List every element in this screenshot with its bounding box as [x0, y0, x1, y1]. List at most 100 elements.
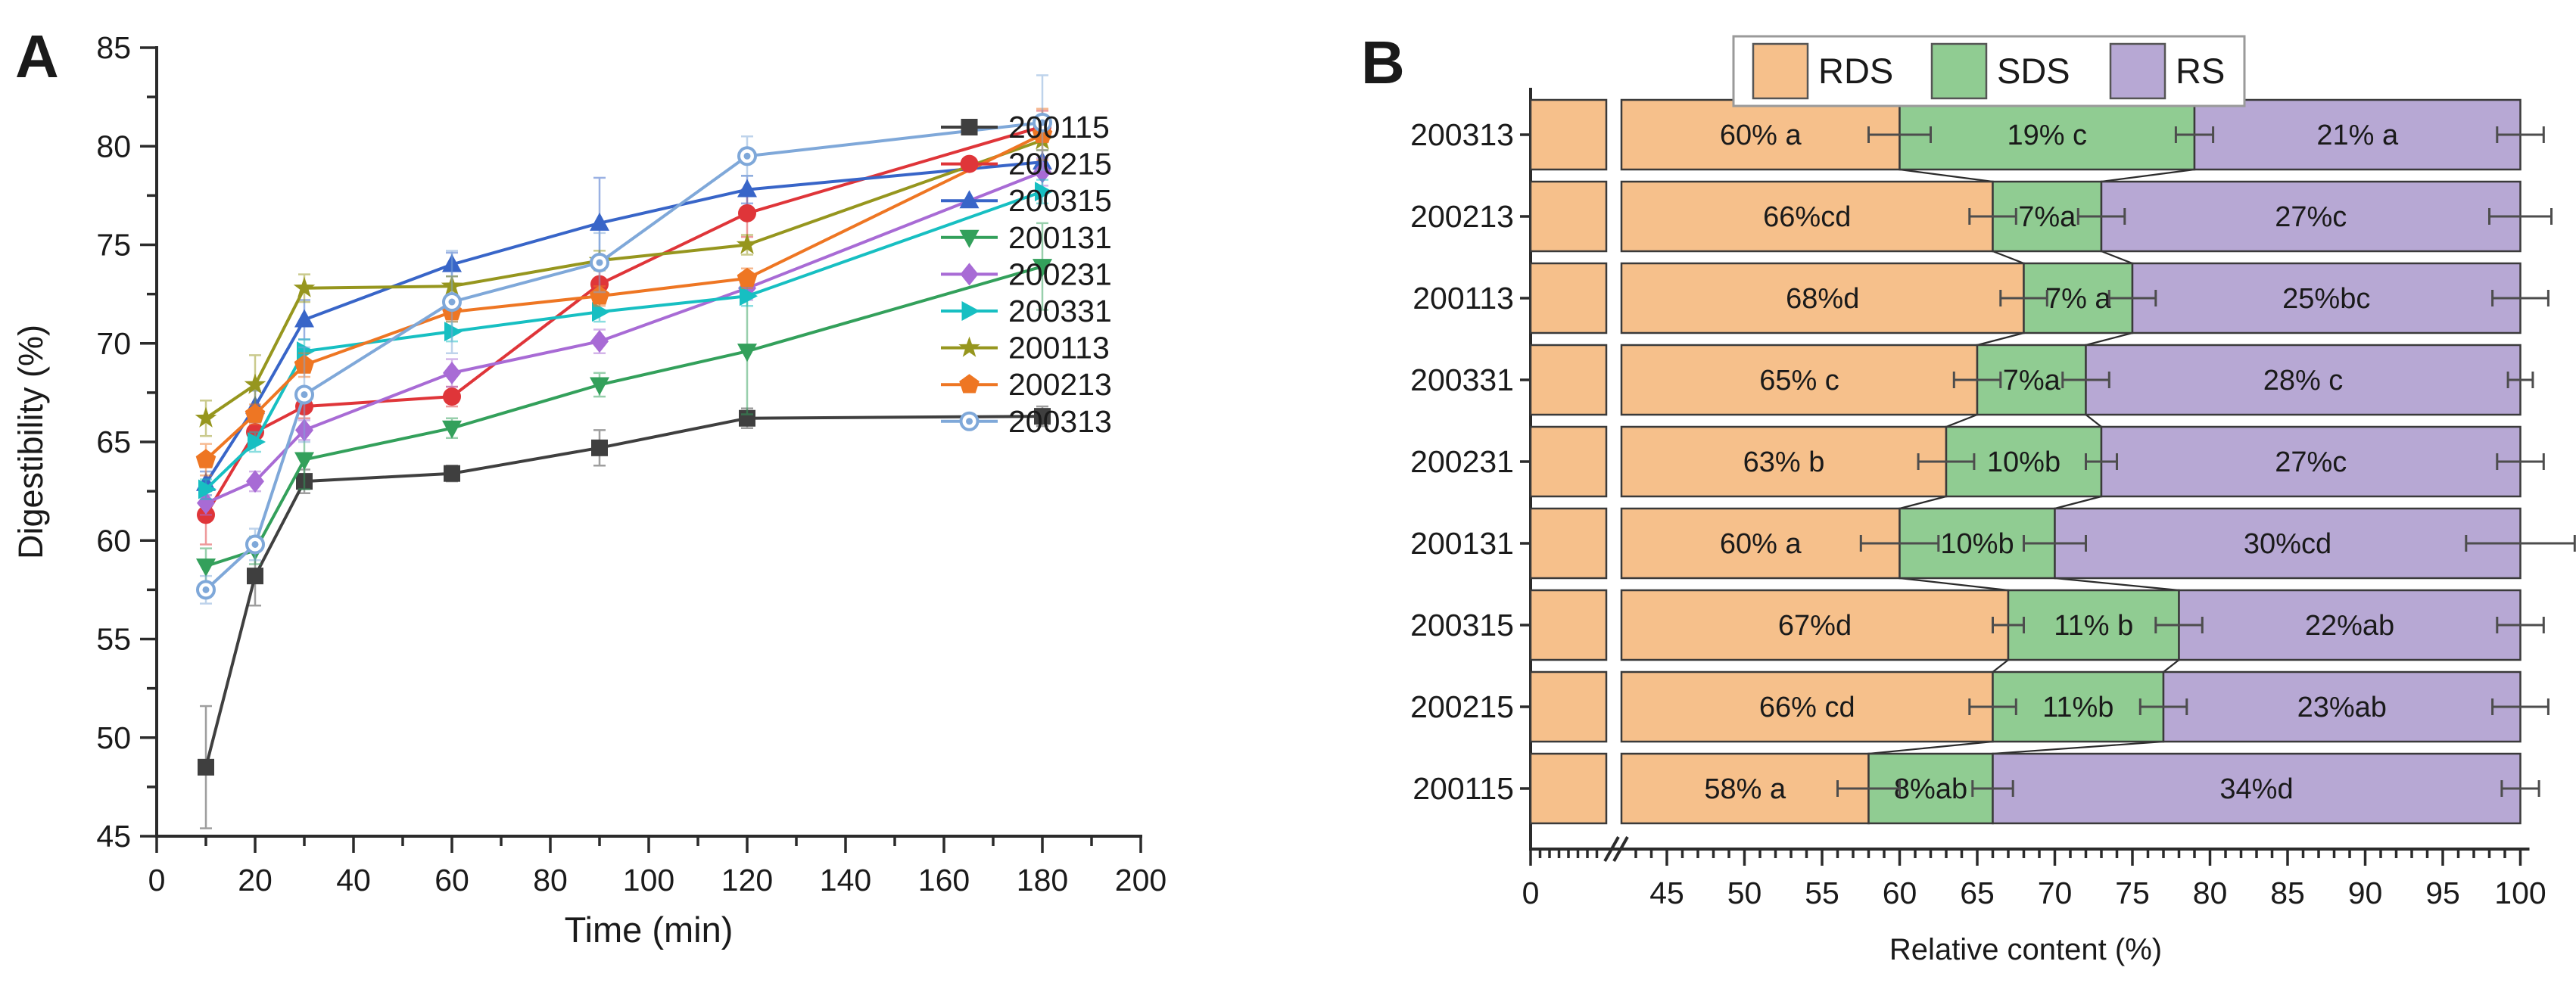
bar-error [2154, 617, 2204, 633]
marker-diamond [960, 263, 979, 286]
rds-value-label: 66%cd [1763, 201, 1851, 233]
marker-star [293, 276, 316, 297]
marker-triangle-down [442, 420, 462, 439]
sds-value-label: 11% b [2054, 610, 2133, 642]
marker-square [247, 568, 263, 585]
bar-row-200131: 200131 60% a 10%b 30%cd [1410, 507, 2576, 580]
x-tick-label: 40 [336, 863, 371, 897]
rds-value-label: 58% a [1704, 773, 1786, 805]
bar-error [2085, 453, 2118, 470]
error-bars [200, 157, 1048, 516]
bar-row-200113: 200113 68%d 7% a 25%bc [1413, 262, 2550, 334]
legend-label: 200315 [1008, 183, 1112, 218]
x-tick-label: 0 [148, 863, 166, 897]
category-label: 200215 [1410, 689, 1514, 724]
x-tick-label: 60 [435, 863, 469, 897]
rds-value-label: 67%d [1778, 610, 1852, 642]
legend-label: 200313 [1008, 404, 1112, 439]
series-200115 [198, 405, 1051, 829]
sds-value-label: 10%b [1940, 528, 2014, 560]
marker-triangle-up [294, 309, 314, 328]
flow-connector [1992, 740, 2164, 755]
series-200331 [198, 179, 1053, 500]
bar-segment-rs [2162, 670, 2521, 743]
category-label: 200315 [1410, 608, 1514, 642]
bar-segment-rds [1620, 180, 1994, 253]
rs-value-label: 27%c [2275, 201, 2347, 233]
bar-segment-rds-stub [1529, 344, 1608, 416]
rds-value-label: 68%d [1786, 283, 1859, 315]
flow-connector [1945, 413, 1978, 428]
bar-error [2496, 126, 2545, 143]
marker-center-dot [966, 418, 973, 425]
sds-value-label: 7%a [2003, 365, 2061, 397]
marker-triangle-down [590, 377, 609, 396]
bar-error [2061, 372, 2110, 388]
category-label: 200331 [1410, 362, 1514, 397]
rds-value-label: 63% b [1743, 446, 1825, 478]
y-tick-label: 70 [96, 326, 131, 361]
series-line [204, 190, 1043, 490]
legend-entry-200131: 200131 [941, 220, 1112, 255]
flow-connector [2101, 168, 2195, 183]
rds-value-label: 60% a [1720, 120, 1802, 151]
panel-a-axes: 45 50 55 60 65 70 75 80 85 0 20 40 60 80 100 120 140 160 1… [96, 30, 1167, 897]
bar-row-200313: 200313 60% a 19% c 21% a [1410, 98, 2545, 171]
marker-triangle-right [198, 479, 216, 499]
bar-error [2506, 372, 2534, 388]
marker-square [591, 439, 608, 456]
marker-star [195, 406, 217, 428]
category-label: 200231 [1410, 444, 1514, 479]
series-line [204, 415, 1043, 768]
x-tick-label: 0 [1522, 876, 1540, 910]
legend-entry-RDS: RDS [1752, 42, 1893, 100]
bar-segment-rs [1992, 752, 2521, 825]
y-tick-label: 45 [96, 819, 131, 854]
bar-segment-rs [2100, 180, 2521, 253]
legend-entry-200231: 200231 [941, 257, 1112, 291]
bar-error [1917, 453, 1976, 470]
category-label: 200131 [1410, 526, 1514, 561]
sds-value-label: 11%b [2042, 692, 2113, 723]
x-tick-label: 45 [1649, 876, 1684, 910]
panel-a: A 45 50 55 60 65 70 75 80 85 0 20 40 60 80 100 120 140 16… [11, 23, 1167, 950]
x-tick-label: 80 [533, 863, 568, 897]
error-bars [200, 405, 1048, 829]
marker-pentagon [959, 374, 980, 394]
x-tick-label: 200 [1115, 863, 1167, 897]
series-line [204, 160, 1043, 484]
rs-value-label: 22%ab [2305, 610, 2394, 642]
rs-value-label: 25%bc [2282, 283, 2370, 315]
legend-entry-200331: 200331 [941, 294, 1112, 328]
bar-segment-sds [1899, 98, 2196, 171]
bar-error [2023, 535, 2087, 552]
legend-label: 200113 [1008, 331, 1110, 366]
rds-value-label: 66% cd [1759, 692, 1855, 723]
bar-segment-rs [2054, 507, 2521, 580]
legend-label: RDS [1818, 51, 1893, 91]
rds-value-label: 65% c [1759, 365, 1839, 397]
marker-circle [960, 154, 979, 173]
bar-segment-rds [1620, 670, 1994, 743]
bar-segment-rds [1620, 262, 2025, 334]
marker-center-dot [448, 298, 456, 306]
legend-label: RS [2176, 51, 2225, 91]
x-tick-label: 70 [2038, 876, 2073, 910]
bar-segment-rds-stub [1529, 262, 1608, 334]
bar-error [2491, 290, 2550, 306]
bar-error [2496, 453, 2545, 470]
sds-value-label: 19% c [2007, 120, 2087, 151]
bar-segment-rds-stub [1529, 180, 1608, 253]
bar-error [2465, 535, 2576, 552]
bar-error [2076, 208, 2126, 225]
panel-a-letter: A [15, 23, 59, 90]
marker-triangle-up [590, 212, 609, 231]
marker-triangle-right [592, 302, 610, 322]
marker-square [961, 119, 978, 135]
x-tick-label: 95 [2425, 876, 2460, 910]
legend-entry-SDS: SDS [1930, 42, 2070, 100]
bar-error [1867, 126, 1932, 143]
legend-label: 200215 [1008, 147, 1112, 182]
marker-triangle-right [740, 286, 758, 306]
